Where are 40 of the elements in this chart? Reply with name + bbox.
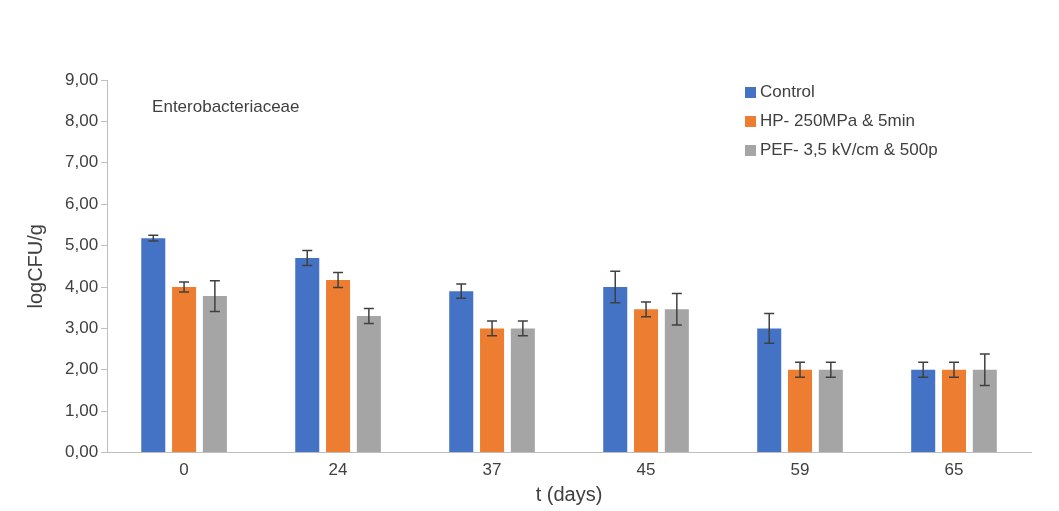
- y-tick-label: 8,00: [64, 111, 99, 131]
- x-tick-label: 59: [790, 460, 810, 480]
- legend-label: Control: [760, 82, 815, 102]
- y-tick-label: 9,00: [64, 69, 99, 89]
- bar: [634, 309, 659, 453]
- y-tick-label: 7,00: [64, 152, 99, 172]
- bar: [972, 369, 997, 453]
- bar: [295, 258, 320, 453]
- x-tick-label: 45: [636, 460, 656, 480]
- bar: [202, 296, 227, 453]
- bar: [141, 238, 166, 453]
- bar: [510, 328, 535, 453]
- bar: [788, 369, 813, 453]
- annotation: Enterobacteriaceae: [152, 96, 300, 116]
- x-axis-title: t (days): [535, 482, 603, 505]
- bar: [449, 291, 474, 453]
- legend-label: PEF- 3,5 kV/cm & 500p: [760, 140, 938, 160]
- y-tick-label: 3,00: [64, 318, 99, 338]
- y-tick-label: 0,00: [64, 442, 99, 462]
- y-tick-label: 1,00: [64, 400, 99, 420]
- bar: [664, 309, 689, 453]
- x-tick-label: 65: [944, 460, 964, 480]
- y-axis-title: logCFU/g: [23, 224, 46, 309]
- y-tick-label: 6,00: [64, 193, 99, 213]
- x-tick-label: 24: [328, 460, 348, 480]
- y-tick-label: 4,00: [64, 276, 99, 296]
- y-tick-label: 5,00: [64, 235, 99, 255]
- bar: [757, 328, 782, 453]
- y-tick-label: 2,00: [64, 359, 99, 379]
- x-tick-label: 37: [482, 460, 502, 480]
- bar: [942, 369, 967, 453]
- bar: [911, 369, 936, 453]
- legend-label: HP- 250MPa & 5min: [760, 111, 915, 131]
- bar: [603, 287, 628, 453]
- bar: [326, 279, 351, 453]
- bar: [818, 369, 843, 453]
- bar: [356, 315, 381, 453]
- bar: [480, 328, 505, 453]
- bar: [172, 287, 197, 453]
- x-tick-label: 0: [179, 460, 189, 480]
